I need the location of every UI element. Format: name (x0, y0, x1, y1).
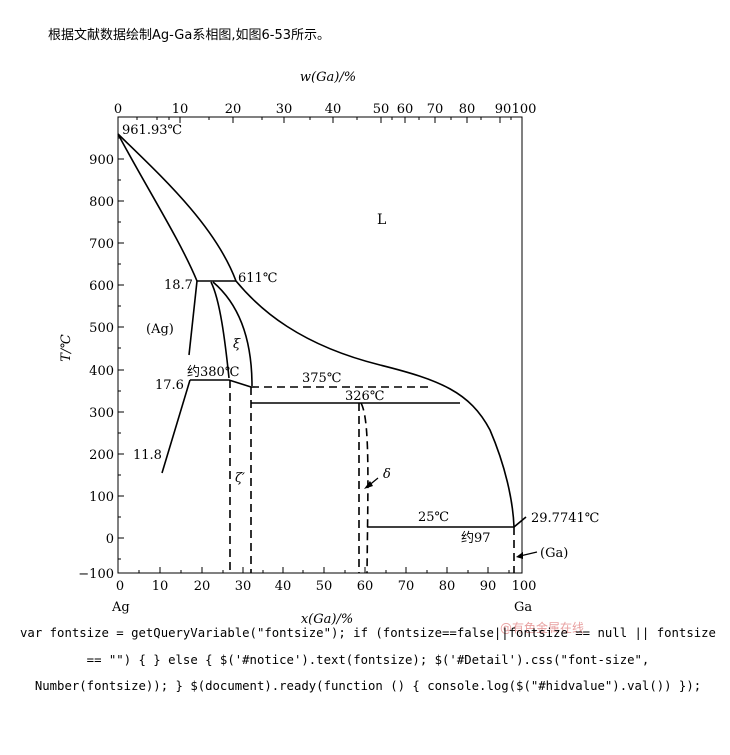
ga-melting-tick (513, 516, 527, 528)
y-tick-700: 700 (89, 237, 114, 252)
y-tick-400: 400 (89, 364, 114, 379)
top-tick-10: 10 (172, 102, 189, 117)
label-11-8: 11.8 (133, 448, 162, 463)
ag-solvus-upper (188, 280, 198, 356)
label-611: 611℃ (238, 271, 277, 286)
bottom-axis-ticks (117, 567, 510, 573)
y-tick-800: 800 (89, 195, 114, 210)
label-326: 326℃ (345, 389, 384, 404)
liquidus-main (235, 280, 515, 528)
solid-phase-boundaries (117, 133, 527, 528)
top-tick-20: 20 (225, 102, 242, 117)
left-element-label: Ag (111, 600, 130, 615)
top-tick-80: 80 (459, 102, 476, 117)
bottom-tick-90: 90 (480, 579, 497, 594)
top-tick-30: 30 (276, 102, 293, 117)
bottom-axis-title: x(Ga)/% (301, 612, 353, 627)
ga-arrowhead (516, 552, 523, 559)
right-element-label: Ga (514, 600, 532, 615)
y-axis-ticks (118, 137, 124, 560)
bottom-tick-10: 10 (152, 579, 169, 594)
top-tick-50: 50 (373, 102, 390, 117)
page-heading: 根据文献数据绘制Ag-Ga系相图,如图6-53所示。 (48, 28, 330, 43)
top-tick-0: 0 (114, 102, 122, 117)
y-tick-minus100: −100 (78, 567, 114, 582)
label-zeta-prime: ζ′ (235, 471, 245, 486)
zeta-left-boundary (210, 281, 230, 379)
bottom-tick-70: 70 (398, 579, 415, 594)
bottom-tick-40: 40 (275, 579, 292, 594)
top-tick-labels: 0 10 20 30 40 50 60 70 80 90 100 (114, 102, 537, 117)
top-tick-100: 100 (512, 102, 537, 117)
plot-frame (117, 116, 523, 574)
top-tick-70: 70 (427, 102, 444, 117)
label-ga-phase: (Ga) (540, 546, 568, 561)
top-tick-60: 60 (397, 102, 414, 117)
label-18-7: 18.7 (164, 278, 193, 293)
top-axis-ticks (117, 117, 512, 123)
dashed-phase-boundaries (229, 380, 515, 574)
label-ag-melting: 961.93℃ (122, 123, 182, 138)
line-380 (190, 379, 252, 388)
y-tick-500: 500 (89, 321, 114, 336)
bottom-tick-labels: 0 10 20 30 40 50 60 70 80 90 100 (116, 579, 537, 594)
y-tick-300: 300 (89, 406, 114, 421)
y-tick-900: 900 (89, 153, 114, 168)
bottom-tick-100: 100 (512, 579, 537, 594)
zeta-right-boundary (212, 281, 253, 387)
y-tick-200: 200 (89, 448, 114, 463)
y-tick-600: 600 (89, 279, 114, 294)
label-approx-97: 约97 (461, 531, 491, 546)
delta-arrowhead (364, 481, 373, 489)
bottom-tick-30: 30 (235, 579, 252, 594)
top-tick-90: 90 (495, 102, 512, 117)
diagram-annotations: 961.93℃ L 611℃ 18.7 (Ag) ξ 约380℃ 17.6 37… (122, 123, 599, 561)
y-axis-title: T/℃ (59, 334, 74, 362)
watermark: @有色金属在线 (500, 621, 585, 635)
bottom-tick-0: 0 (116, 579, 124, 594)
y-tick-100: 100 (89, 490, 114, 505)
liquidus-ag-side (117, 133, 237, 282)
top-axis-title: w(Ga)/% (300, 70, 356, 85)
ag-solvus-lower (161, 379, 191, 474)
label-liquid: L (377, 212, 386, 228)
bottom-tick-80: 80 (439, 579, 456, 594)
bottom-tick-60: 60 (357, 579, 374, 594)
label-approx-380: 约380℃ (187, 365, 239, 380)
delta-right (360, 402, 369, 574)
label-ag-phase: (Ag) (146, 322, 174, 337)
top-tick-40: 40 (325, 102, 342, 117)
label-xi: ξ (233, 337, 241, 352)
y-tick-0: 0 (106, 532, 114, 547)
bottom-tick-50: 50 (316, 579, 333, 594)
solidus-ag-side (117, 133, 198, 282)
label-delta: δ (383, 467, 391, 482)
bottom-tick-20: 20 (194, 579, 211, 594)
code-text: var fontsize = getQueryVariable("fontsiz… (20, 626, 716, 693)
label-25: 25℃ (418, 510, 449, 525)
label-375: 375℃ (302, 371, 341, 386)
label-ga-melting: 29.7741℃ (531, 511, 599, 526)
y-tick-labels: −100 0 100 200 300 400 500 600 700 800 9… (78, 153, 114, 582)
label-17-6: 17.6 (155, 378, 184, 393)
